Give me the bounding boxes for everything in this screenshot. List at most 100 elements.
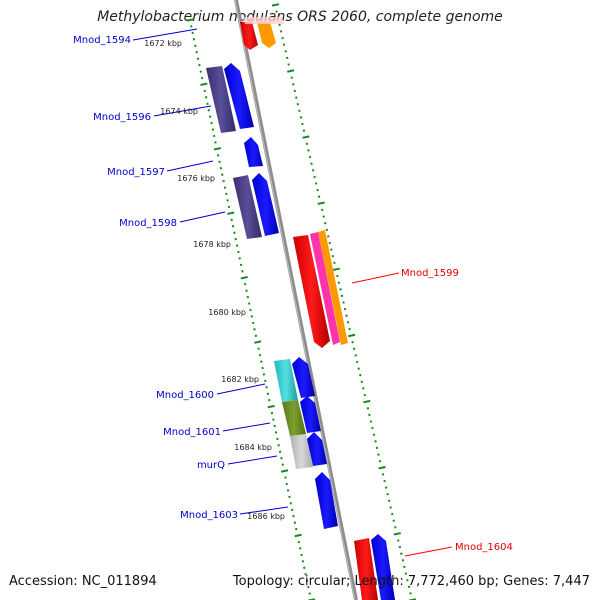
gene-mnod-1596-dark[interactable] bbox=[206, 66, 236, 133]
right-tick-mark bbox=[366, 407, 370, 410]
gene-label-mnod-1596[interactable]: Mnod_1596 bbox=[93, 112, 151, 123]
right-tick-mark bbox=[360, 380, 363, 383]
right-tick-mark bbox=[313, 175, 316, 179]
left-tick-mark bbox=[190, 25, 193, 28]
gene-mnod-1597[interactable] bbox=[244, 137, 263, 167]
left-tick-mark bbox=[218, 160, 221, 163]
right-tick-mark bbox=[317, 195, 321, 198]
right-tick-mark bbox=[375, 446, 379, 450]
gene-murq[interactable] bbox=[290, 434, 313, 469]
right-tick-mark bbox=[377, 453, 380, 456]
left-tick-mark bbox=[286, 489, 290, 492]
left-tick-mark bbox=[196, 57, 200, 60]
right-tick-mark bbox=[281, 36, 284, 40]
right-tick-mark bbox=[400, 552, 403, 555]
left-tick-mark bbox=[294, 533, 302, 538]
left-tick-mark bbox=[297, 540, 301, 544]
right-tick-mark bbox=[363, 393, 366, 397]
gene-label-mnod-1599[interactable]: Mnod_1599 bbox=[401, 268, 459, 279]
gene-label-mnod-1598[interactable]: Mnod_1598 bbox=[119, 218, 177, 229]
gene-label-mnod-1604[interactable]: Mnod_1604 bbox=[455, 542, 513, 553]
right-tick-mark bbox=[372, 433, 376, 436]
right-tick-mark bbox=[302, 129, 306, 132]
left-tick-mark bbox=[223, 186, 227, 189]
left-tick-mark bbox=[217, 154, 220, 157]
gene-mnod-1603[interactable] bbox=[315, 472, 338, 529]
left-tick-mark bbox=[239, 263, 243, 267]
scale-label-1686: 1686 kbp bbox=[247, 512, 285, 521]
right-tick-mark bbox=[354, 354, 357, 357]
gene-label-mnod-1603[interactable]: Mnod_1603 bbox=[180, 510, 238, 521]
gene-orange-top[interactable] bbox=[257, 22, 276, 48]
gene-label-mnod-1600[interactable]: Mnod_1600 bbox=[156, 390, 214, 401]
gene-mnod-1601[interactable] bbox=[282, 400, 306, 436]
right-tick-mark bbox=[340, 294, 344, 298]
left-tick-mark bbox=[295, 527, 298, 531]
accession-text: Accession: NC_011894 bbox=[9, 574, 157, 589]
gene-label-mnod-1594[interactable]: Mnod_1594 bbox=[73, 35, 131, 46]
right-tick-mark bbox=[378, 460, 382, 463]
genome-backbone-highlight bbox=[234, 0, 356, 600]
left-tick-mark bbox=[240, 275, 248, 280]
gene-mnod-1598-dark[interactable] bbox=[233, 175, 262, 239]
left-tick-track bbox=[186, 18, 316, 600]
right-tick-mark bbox=[406, 579, 409, 582]
gene-blue-c[interactable] bbox=[307, 432, 327, 466]
left-tick-mark bbox=[303, 566, 306, 569]
gene-mnod-1599-orange[interactable] bbox=[318, 230, 348, 345]
left-tick-mark bbox=[308, 592, 311, 595]
left-tick-mark bbox=[252, 321, 255, 325]
right-tick-mark bbox=[374, 440, 377, 443]
right-tick-mark bbox=[325, 228, 328, 231]
left-tick-mark bbox=[213, 134, 216, 138]
right-tick-mark bbox=[279, 30, 283, 33]
right-tick-mark bbox=[337, 281, 341, 284]
right-tick-mark bbox=[307, 149, 310, 152]
right-tick-mark bbox=[311, 169, 315, 172]
left-tick-mark bbox=[195, 51, 198, 54]
left-tick-mark bbox=[231, 225, 235, 228]
right-tick-mark bbox=[310, 162, 313, 165]
gene-mnod-1596-blue[interactable] bbox=[224, 63, 254, 129]
gene-mnod-1604-red[interactable] bbox=[354, 538, 378, 600]
right-tick-mark bbox=[302, 135, 310, 139]
left-tick-mark bbox=[260, 360, 263, 363]
left-tick-mark bbox=[281, 463, 284, 466]
gene-mnod-1600[interactable] bbox=[274, 359, 298, 402]
right-tick-mark bbox=[321, 208, 324, 212]
gene-mnod-1599-magenta[interactable] bbox=[310, 232, 340, 345]
gene-blue-b[interactable] bbox=[300, 396, 321, 433]
left-tick-mark bbox=[213, 147, 222, 151]
gene-mnod-1604-blue[interactable] bbox=[371, 534, 395, 600]
gene-blue-a[interactable] bbox=[292, 357, 315, 398]
left-tick-mark bbox=[258, 353, 262, 357]
left-tick-mark bbox=[209, 115, 212, 118]
left-tick-mark bbox=[280, 457, 283, 460]
right-tick-mark bbox=[287, 63, 290, 66]
left-tick-mark bbox=[301, 560, 305, 563]
gene-label-mnod-1597[interactable]: Mnod_1597 bbox=[107, 167, 165, 178]
left-tick-mark bbox=[257, 347, 260, 350]
left-tick-mark bbox=[299, 547, 302, 550]
label-leaders bbox=[132, 28, 453, 557]
gene-label-mnod-1601[interactable]: Mnod_1601 bbox=[163, 427, 221, 438]
gene-red-top[interactable] bbox=[240, 22, 258, 50]
gene-label-murq[interactable]: murQ bbox=[197, 460, 225, 471]
gene-mnod-1598-blue[interactable] bbox=[252, 173, 279, 236]
left-tick-mark bbox=[272, 418, 275, 421]
right-tick-mark bbox=[284, 50, 287, 53]
left-tick-mark bbox=[274, 431, 278, 434]
left-tick-mark bbox=[254, 334, 258, 337]
left-tick-mark bbox=[291, 508, 294, 511]
right-tick-mark bbox=[368, 413, 371, 417]
right-tick-mark bbox=[331, 255, 334, 258]
scale-label-1684: 1684 kbp bbox=[234, 443, 272, 452]
right-tick-mark bbox=[404, 572, 408, 575]
right-tick-mark bbox=[363, 399, 371, 404]
right-tick-mark bbox=[333, 261, 336, 264]
gene-pink-top[interactable] bbox=[243, 17, 284, 24]
gene-mnod-1599-red[interactable] bbox=[293, 235, 330, 348]
left-tick-mark bbox=[293, 521, 297, 524]
left-tick-mark bbox=[284, 476, 287, 479]
